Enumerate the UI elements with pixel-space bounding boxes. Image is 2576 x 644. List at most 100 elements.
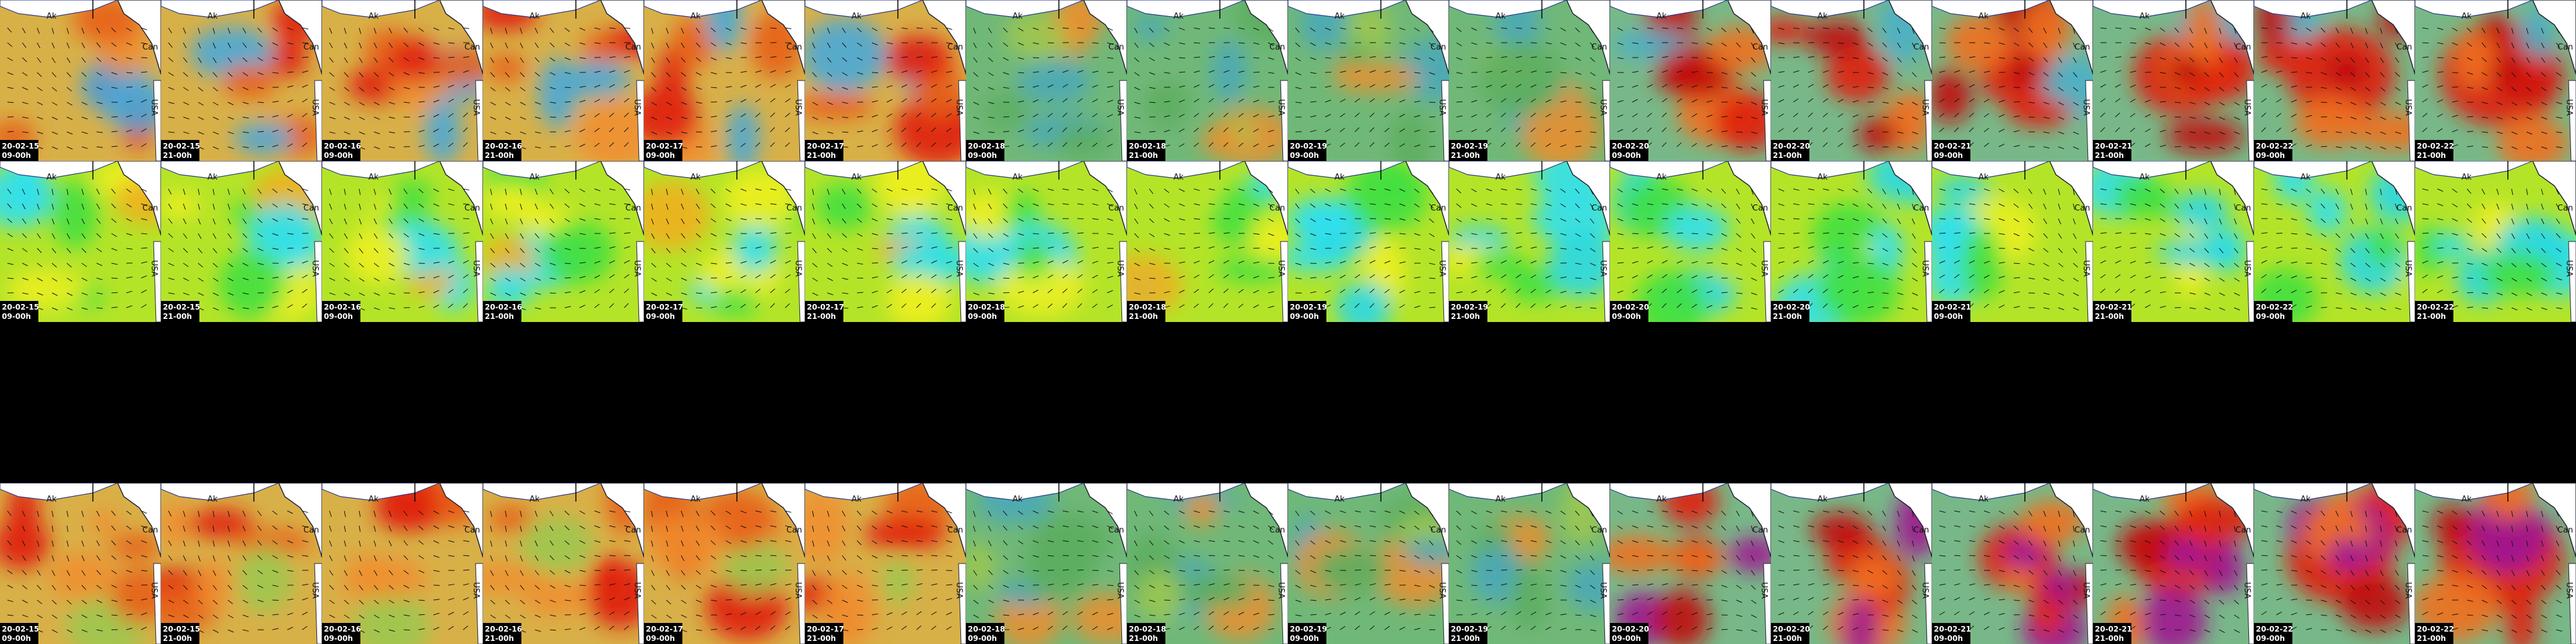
wind-arrow <box>579 540 586 544</box>
wind-arrow <box>1912 248 1917 253</box>
wind-arrow <box>2452 188 2458 193</box>
land-usa <box>1602 241 1610 322</box>
wind-arrow <box>448 598 455 601</box>
wind-arrow <box>1721 130 1728 133</box>
wind-arrow <box>359 131 365 135</box>
wind-arrow <box>1149 525 1154 531</box>
wind-arrow <box>257 102 264 103</box>
wind-arrow <box>505 57 509 63</box>
wind-arrow <box>1632 540 1638 543</box>
wind-arrow <box>1882 277 1889 280</box>
wind-arrow <box>1107 203 1113 207</box>
wind-arrow <box>666 218 669 225</box>
wind-arrow <box>2365 263 2370 268</box>
wind-arrow <box>1837 71 1844 73</box>
land <box>1888 483 1932 558</box>
wind-arrow <box>624 583 630 586</box>
stamp-time: 09-00h <box>968 312 997 321</box>
wind-arrow <box>725 276 732 279</box>
wind-arrow <box>740 555 747 557</box>
wind-arrow <box>1253 290 1260 294</box>
wind-arrow <box>141 261 147 264</box>
wind-arrow <box>1983 246 1990 249</box>
wind-arrow <box>505 87 511 92</box>
wind-arrow <box>111 555 116 560</box>
wind-arrow <box>2541 72 2546 77</box>
wind-arrow <box>931 525 938 528</box>
wind-arrow <box>126 276 133 279</box>
wind-arrow <box>2100 56 2107 58</box>
wind-arrow <box>609 84 616 88</box>
wind-arrow <box>2335 102 2342 105</box>
wind-arrow <box>594 261 601 264</box>
wind-arrow <box>272 291 279 294</box>
wind-arrow <box>916 303 921 308</box>
wind-arrow <box>695 116 703 118</box>
land-usa <box>475 80 483 161</box>
wind-arrow <box>2526 218 2530 225</box>
wind-arrow <box>81 614 88 619</box>
wind-arrow <box>785 583 791 586</box>
wind-arrow <box>1560 525 1566 530</box>
wind-arrow <box>1500 188 1507 191</box>
stamp-time: 21-00h <box>807 634 836 643</box>
wind-arrow <box>287 598 294 601</box>
wind-arrow <box>66 72 72 77</box>
color-blob <box>1946 14 2012 71</box>
wind-arrow <box>549 57 555 62</box>
wind-arrow <box>2320 188 2325 194</box>
stamp-box <box>322 623 360 644</box>
wind-arrow <box>2013 291 2020 294</box>
color-blob <box>161 501 191 549</box>
wind-arrow <box>2526 42 2530 49</box>
stamp-time: 09-00h <box>1290 151 1319 160</box>
wind-arrow <box>1590 292 1596 295</box>
wind-arrow <box>988 188 992 195</box>
wind-arrow <box>1032 275 1039 279</box>
wind-arrow <box>1969 289 1974 294</box>
wind-arrow <box>2350 277 2357 282</box>
wind-arrow <box>1134 102 1141 105</box>
wind-arrow <box>81 102 88 105</box>
wind-arrow <box>2320 42 2326 47</box>
land <box>2371 161 2415 236</box>
wind-arrow <box>1998 114 2005 118</box>
wind-arrow <box>2073 146 2079 150</box>
land <box>761 0 805 75</box>
wind-arrow <box>2395 248 2400 253</box>
wind-arrow <box>2305 188 2312 193</box>
wind-arrow <box>1208 625 1214 630</box>
wind-arrow <box>1399 85 1406 88</box>
wind-arrow <box>272 277 279 279</box>
wind-arrow <box>1793 246 1799 249</box>
wind-arrow <box>827 42 831 48</box>
wind-arrow <box>1017 233 1024 236</box>
wind-arrow <box>695 614 702 617</box>
color-blob <box>427 48 483 85</box>
wind-arrow <box>2452 27 2458 32</box>
wind-arrow <box>272 233 279 236</box>
wind-arrow <box>988 27 992 33</box>
wind-arrow <box>2481 102 2488 104</box>
stamp-time: 21-00h <box>1129 312 1158 321</box>
wind-arrow <box>2556 292 2562 295</box>
wind-arrow <box>2100 98 2106 103</box>
wind-arrow <box>302 84 308 88</box>
wind-arrow <box>359 599 364 605</box>
wind-arrow <box>1852 570 1859 573</box>
wind-arrow <box>418 115 425 118</box>
wind-arrow <box>1912 203 1915 210</box>
label-alaska: Ak <box>690 173 701 182</box>
wind-arrow <box>242 570 248 575</box>
wind-arrow <box>2234 188 2236 195</box>
color-field <box>1932 175 2037 306</box>
wind-arrow <box>1032 233 1040 235</box>
wind-arrow <box>448 203 455 206</box>
wind-arrow <box>344 540 346 547</box>
color-blob <box>2184 0 2222 69</box>
wind-arrow <box>81 540 84 547</box>
wind-arrow <box>1003 570 1009 574</box>
wind-arrow <box>373 585 378 590</box>
wind-arrow <box>2189 87 2196 90</box>
